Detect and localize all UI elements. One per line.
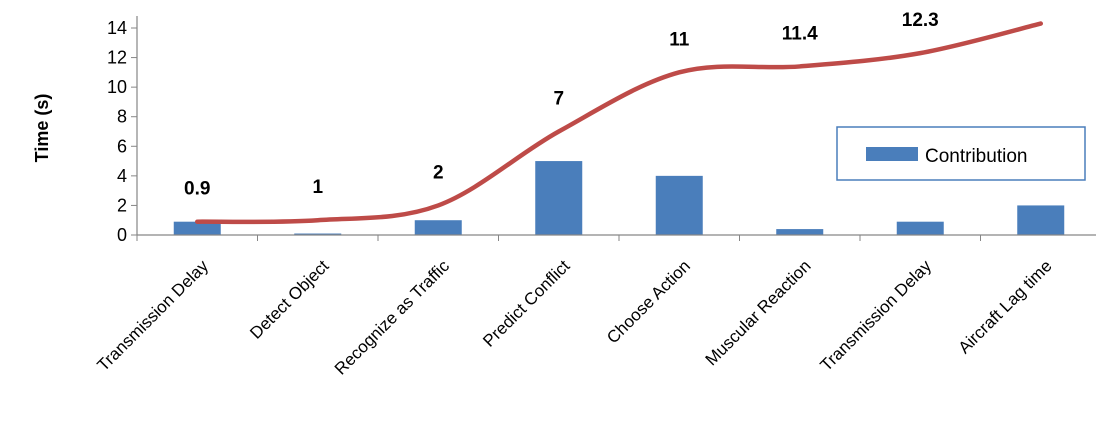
y-tick-label: 6 bbox=[117, 136, 127, 156]
line-series bbox=[195, 21, 1043, 225]
y-tick-label: 12 bbox=[107, 48, 127, 68]
x-category-label: Detect Object bbox=[246, 256, 332, 342]
bar bbox=[1017, 205, 1065, 235]
bar bbox=[896, 221, 944, 235]
x-category-label: Recognize as Traffic bbox=[331, 256, 453, 378]
bar-series bbox=[173, 161, 1065, 235]
bar bbox=[535, 161, 583, 235]
axes bbox=[136, 16, 1096, 241]
data-label: 14.3 bbox=[1022, 0, 1059, 2]
y-tick-label: 0 bbox=[117, 225, 127, 245]
data-label: 7 bbox=[553, 89, 564, 110]
x-category-label: Predict Conflict bbox=[479, 256, 573, 350]
x-category-label: Transmission Delay bbox=[817, 256, 936, 375]
bar bbox=[173, 221, 221, 235]
data-label: 0.9 bbox=[184, 179, 210, 200]
data-label: 12.3 bbox=[902, 10, 939, 31]
data-label: 1 bbox=[312, 177, 323, 198]
x-category-label: Muscular Reaction bbox=[702, 256, 815, 369]
x-category-label: Aircraft Lag time bbox=[955, 256, 1056, 357]
x-category-label: Transmission Delay bbox=[94, 256, 213, 375]
data-labels: 0.9 1 2 7 11 11.4 12.3 14.3 bbox=[184, 0, 1059, 200]
bar bbox=[776, 229, 824, 235]
data-label: 11 bbox=[669, 29, 690, 50]
bar bbox=[655, 175, 703, 235]
y-tick-label: 10 bbox=[107, 77, 127, 97]
y-axis-ticks: 0 2 4 6 8 10 12 14 bbox=[107, 18, 137, 245]
legend: Contribution bbox=[836, 126, 1086, 181]
y-tick-label: 2 bbox=[117, 195, 127, 215]
legend-swatch-contribution bbox=[866, 147, 918, 161]
line-path bbox=[195, 21, 1043, 225]
x-axis-categories: Transmission Delay Detect ObjectRecognize… bbox=[94, 256, 1056, 378]
y-axis-title: Time (s) bbox=[32, 94, 52, 163]
y-tick-label: 8 bbox=[117, 107, 127, 127]
legend-label-contribution: Contribution bbox=[925, 146, 1027, 167]
bar bbox=[294, 233, 342, 235]
y-tick-label: 14 bbox=[107, 18, 127, 38]
bar bbox=[414, 220, 462, 235]
data-label: 2 bbox=[433, 162, 444, 183]
y-tick-label: 4 bbox=[117, 166, 127, 186]
data-label: 11.4 bbox=[782, 23, 818, 44]
x-category-label: Choose Action bbox=[603, 256, 694, 347]
